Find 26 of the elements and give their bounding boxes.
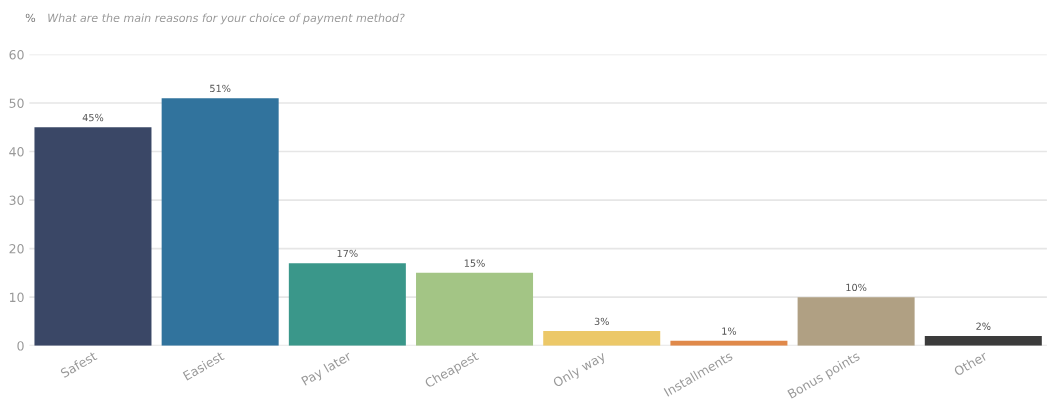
y-tick-label: 60 <box>9 49 24 60</box>
data-label: 17% <box>337 249 358 258</box>
data-label: 2% <box>976 322 991 330</box>
x-tick-label: Only way <box>552 350 608 390</box>
y-tick-label: 20 <box>9 244 24 254</box>
y-tick-label: 30 <box>9 195 24 205</box>
bar <box>543 331 661 346</box>
bar <box>416 272 534 346</box>
y-tick-label: 10 <box>9 292 24 303</box>
bar <box>161 98 279 346</box>
data-label: 3% <box>594 317 609 326</box>
bar <box>924 335 1042 346</box>
y-tick-label: 50 <box>9 98 24 108</box>
data-label: 1% <box>722 327 737 335</box>
y-axis-title: % <box>25 13 36 23</box>
x-tick-label: Pay later <box>300 350 354 388</box>
bar <box>34 127 152 346</box>
data-label: 51% <box>210 84 231 93</box>
data-label: 10% <box>846 283 867 292</box>
chart-title: What are the main reasons for your choice of payment method? <box>48 13 405 25</box>
data-label: 45% <box>82 113 104 122</box>
bar <box>288 263 406 346</box>
y-tick-label: 0 <box>17 341 24 351</box>
bar <box>797 297 915 346</box>
y-tick-label: 40 <box>9 147 24 157</box>
data-label: 15% <box>464 259 485 267</box>
